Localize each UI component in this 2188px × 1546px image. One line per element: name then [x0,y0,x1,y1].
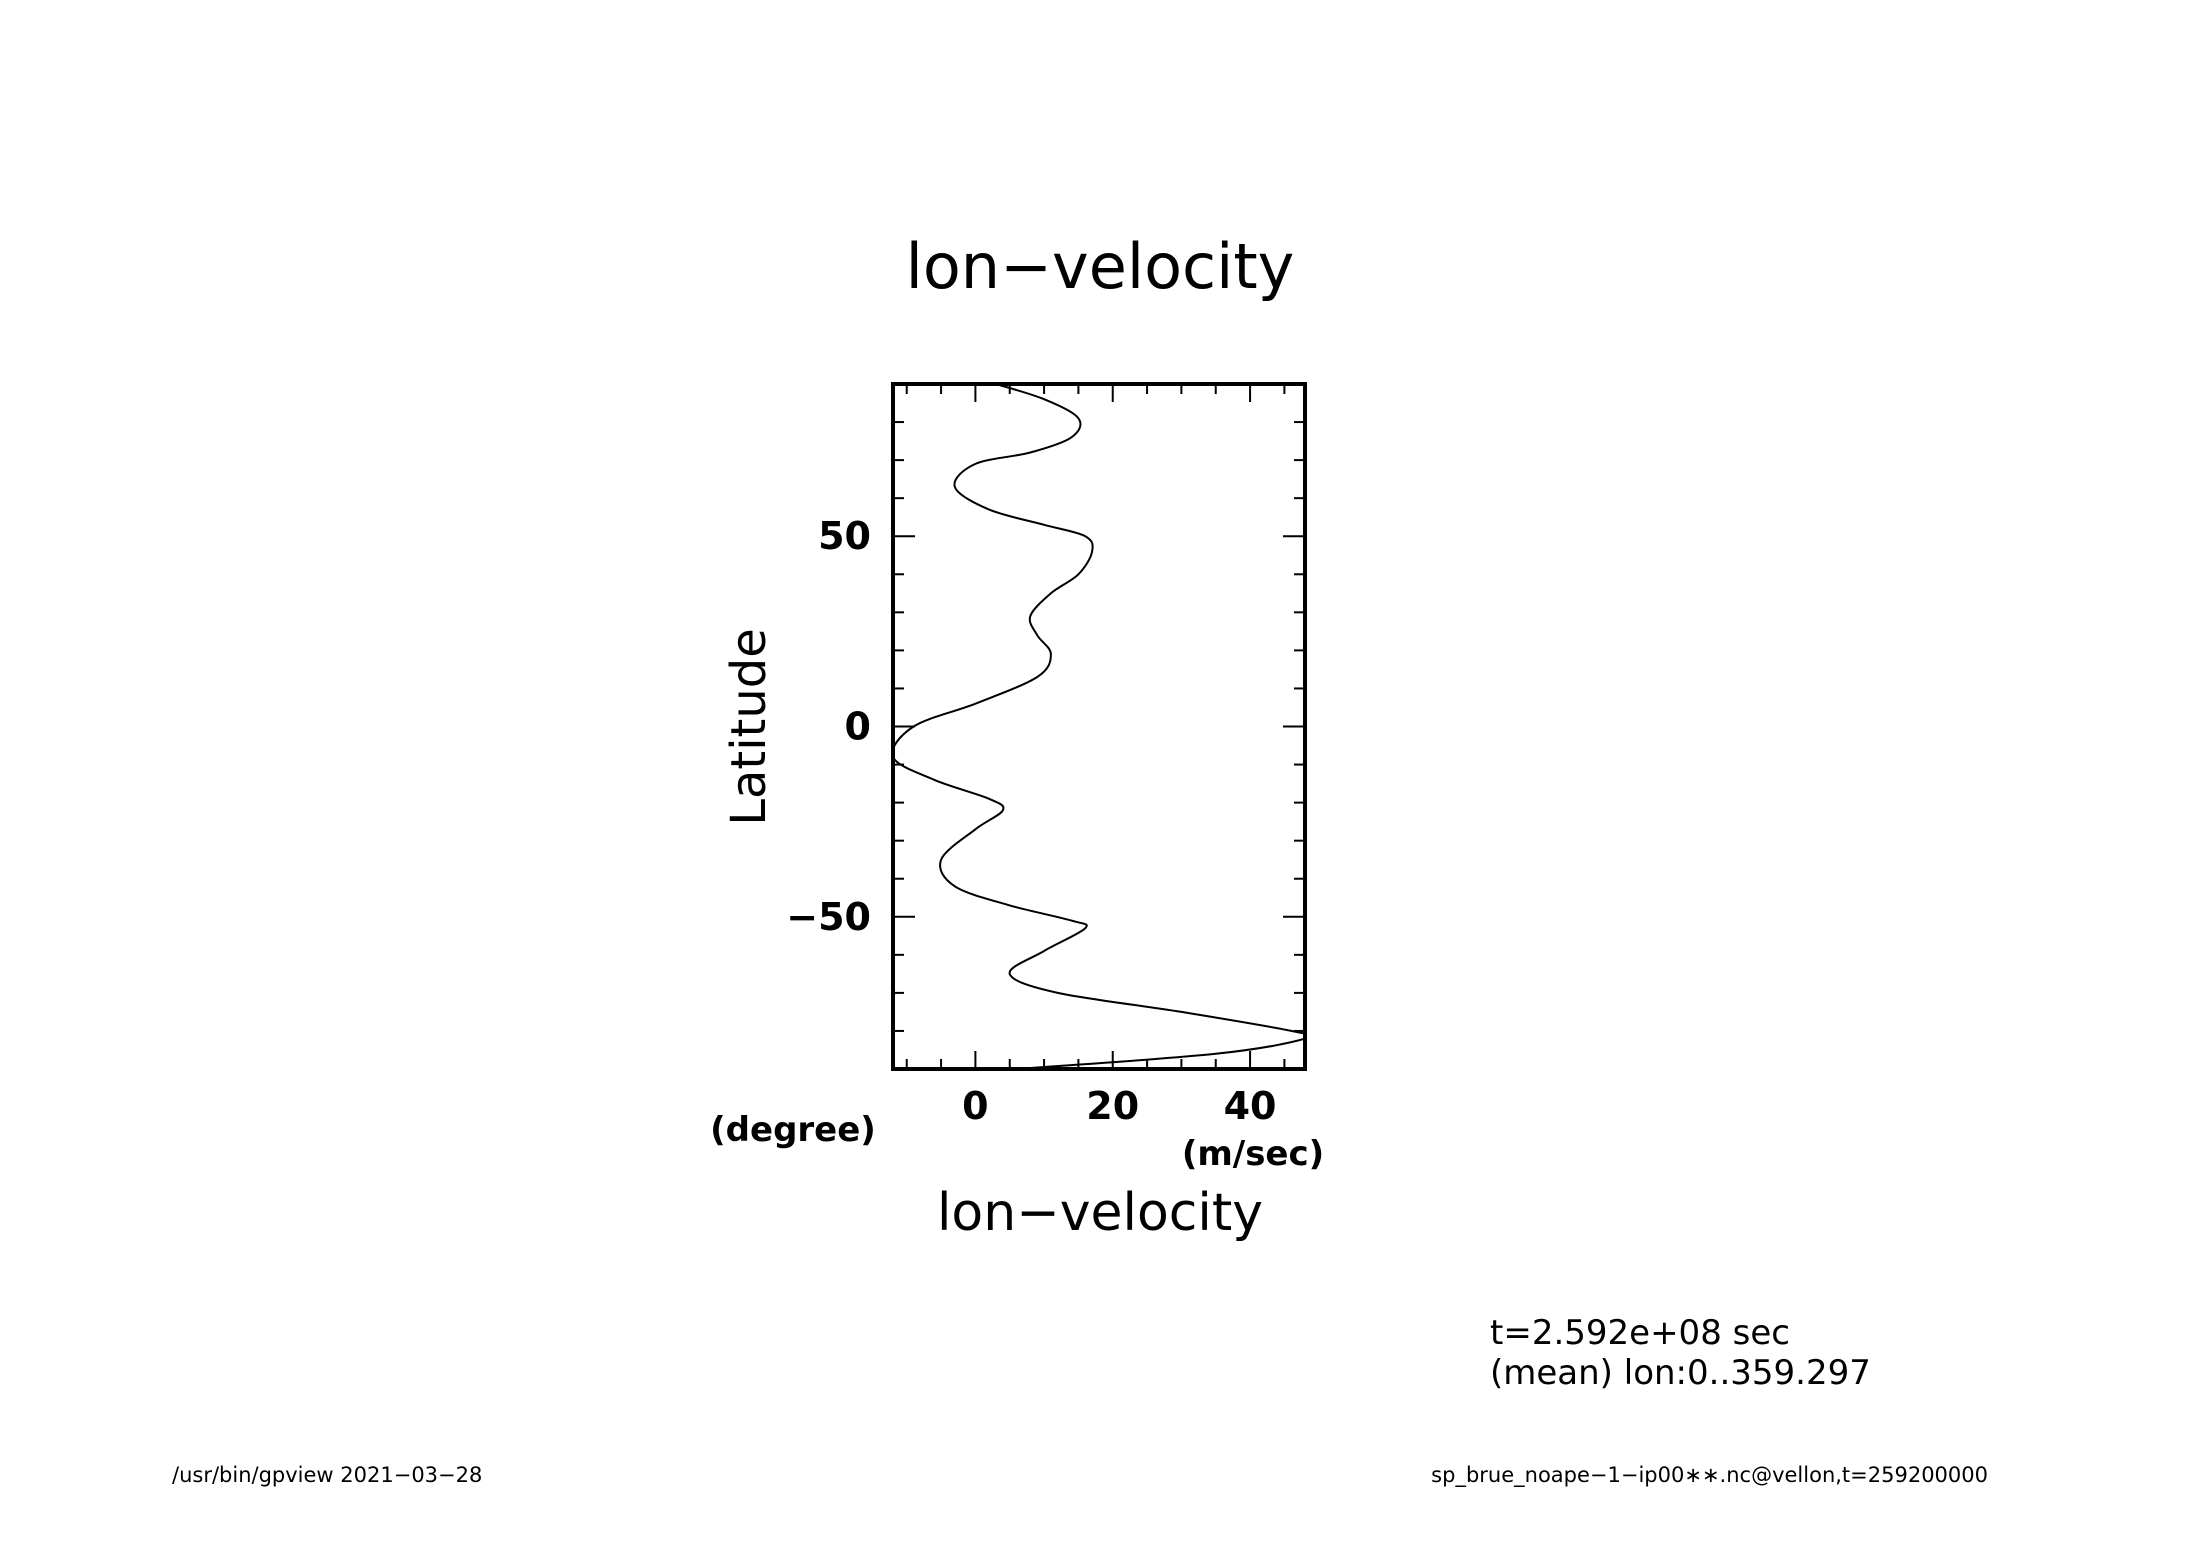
footer-left: /usr/bin/gpview 2021−03−28 [172,1463,482,1487]
y-tick-label: −50 [786,895,871,939]
footer-right: sp_brue_noape−1−ip00∗∗.nc@vellon,t=25920… [1431,1463,1988,1488]
y-tick-label: 0 [845,705,871,749]
series-line-0 [893,384,1305,1069]
x-tick-label: 40 [1224,1084,1277,1128]
mean-annotation: (mean) lon:0..359.297 [1490,1353,1871,1393]
x-axis-label: lon−velocity [937,1183,1263,1243]
plot-area: 0 20 40 −50 0 50 [786,382,1307,1128]
tick-labels: 0 20 40 −50 0 50 [786,514,1276,1128]
y-axis-units: (degree) [710,1110,876,1150]
time-annotation: t=2.592e+08 sec [1490,1313,1790,1353]
y-axis-label: Latitude [721,628,777,826]
x-tick-label: 0 [962,1084,988,1128]
chart-title: lon−velocity [906,230,1295,303]
tick-marks [893,383,1305,1070]
y-tick-label: 50 [818,514,871,558]
x-axis-units: (m/sec) [1182,1134,1324,1174]
x-tick-label: 20 [1086,1084,1139,1128]
